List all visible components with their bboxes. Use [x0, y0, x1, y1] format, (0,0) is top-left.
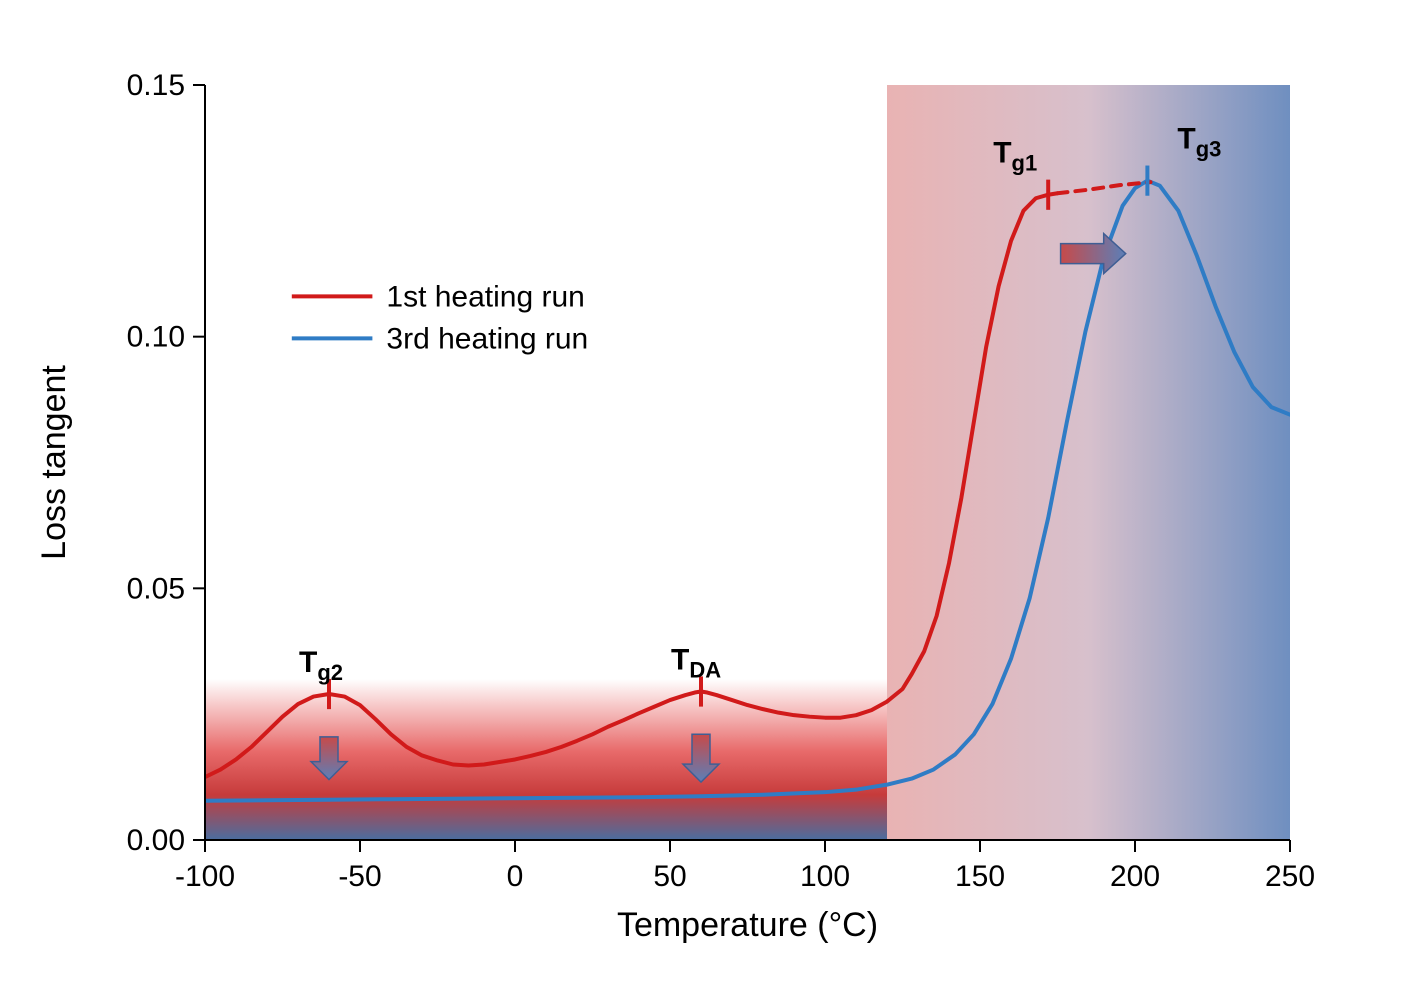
x-tick-label: 50 — [653, 860, 686, 893]
shaded-band-left — [205, 679, 887, 840]
x-tick-label: 150 — [955, 860, 1005, 893]
x-tick-label: 0 — [507, 860, 524, 893]
x-tick-label: 250 — [1265, 860, 1315, 893]
y-axis-title: Loss tangent — [35, 365, 73, 560]
legend-label: 3rd heating run — [386, 322, 588, 355]
x-axis-title: Temperature (°C) — [617, 906, 878, 944]
y-tick-label: 0.00 — [127, 824, 185, 857]
legend-label: 1st heating run — [386, 280, 584, 313]
x-tick-label: -100 — [175, 860, 235, 893]
y-tick-label: 0.10 — [127, 321, 185, 354]
x-tick-label: 100 — [800, 860, 850, 893]
x-tick-label: -50 — [338, 860, 381, 893]
y-tick-label: 0.15 — [127, 69, 185, 102]
y-tick-label: 0.05 — [127, 572, 185, 605]
peak-label: TDA — [671, 644, 721, 683]
chart-container: Tg2TDATg1Tg31st heating run3rd heating r… — [0, 0, 1417, 996]
shaded-band-right — [887, 85, 1290, 840]
x-tick-label: 200 — [1110, 860, 1160, 893]
chart-svg: Tg2TDATg1Tg31st heating run3rd heating r… — [0, 0, 1417, 996]
